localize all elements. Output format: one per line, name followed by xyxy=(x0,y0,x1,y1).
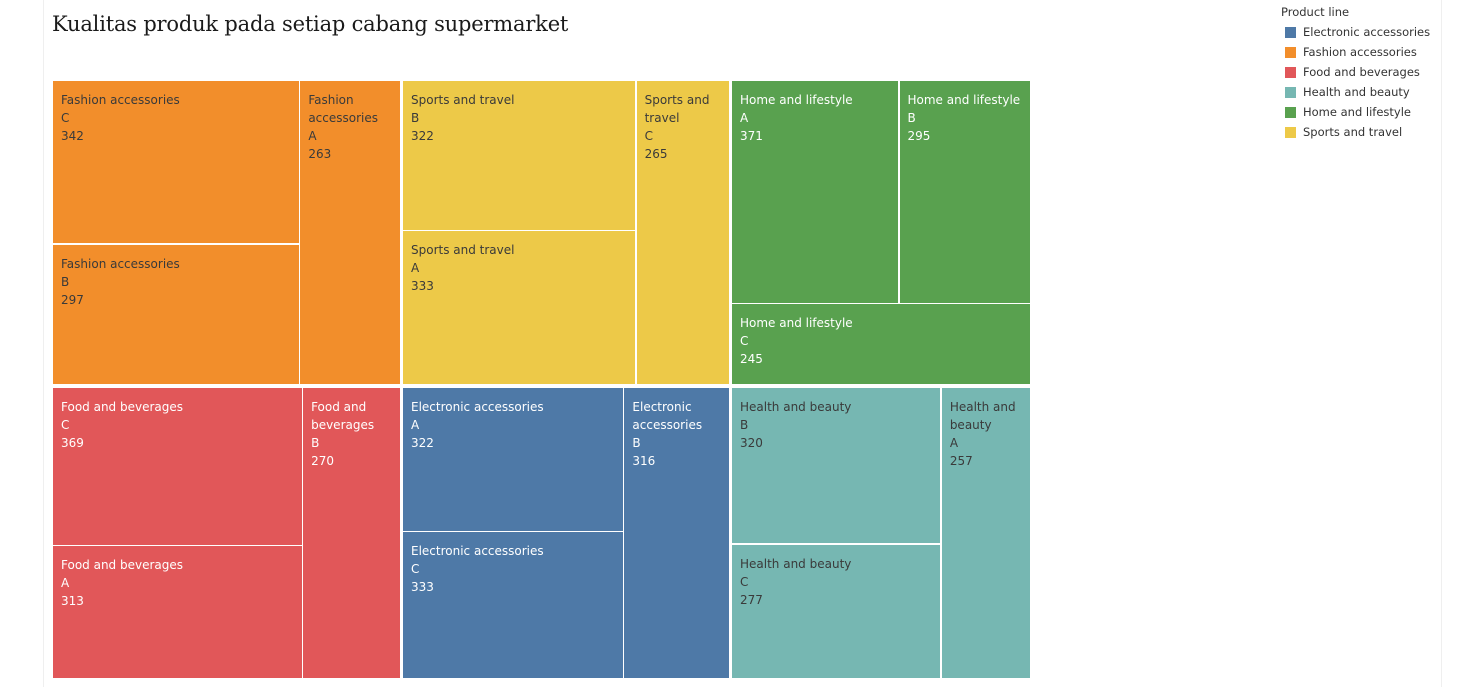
tile-value: 245 xyxy=(740,352,763,366)
legend-title: Product line xyxy=(1281,5,1350,19)
treemap-tile-sports-and-travel-b[interactable]: Sports and travel B 322 xyxy=(403,81,636,230)
tile-product-line: Health and beauty xyxy=(740,556,852,571)
tile-value: 265 xyxy=(644,147,668,161)
treemap-tile-food-and-beverages-a[interactable]: Food and beverages A 313 xyxy=(53,546,302,678)
tile-branch: B xyxy=(61,274,70,289)
legend-item-sports-and-travel[interactable]: Sports and travel xyxy=(1281,122,1430,142)
tile-branch: C xyxy=(740,574,749,589)
tile-product-line: Food and beverages xyxy=(61,558,184,573)
legend-item-electronic-accessories[interactable]: Electronic accessories xyxy=(1281,22,1430,42)
chart-title: Kualitas produk pada setiap cabang super… xyxy=(52,12,569,36)
tile-branch: A xyxy=(949,436,959,450)
tile-product-line: Food and beverages xyxy=(61,400,184,414)
tile-value: 333 xyxy=(411,580,434,595)
tile-product-line: Health and beauty xyxy=(949,400,1016,432)
tile-product-line: Food and beverages xyxy=(311,400,375,432)
tile-value: 277 xyxy=(740,592,763,607)
tile-product-line: Home and lifestyle xyxy=(740,93,853,107)
treemap-tile-fashion-accessories-a[interactable]: Fashion accessories A 263 xyxy=(300,81,400,384)
treemap-tile-health-and-beauty-a[interactable]: Health and beauty A 257 xyxy=(941,388,1030,678)
treemap-tile-food-and-beverages-b[interactable]: Food and beverages B 270 xyxy=(303,388,400,678)
tile-value: 371 xyxy=(740,129,763,143)
tile-value: 316 xyxy=(632,454,656,468)
legend-item-food-and-beverages[interactable]: Food and beverages xyxy=(1281,62,1430,82)
tile-branch: A xyxy=(308,129,317,143)
tile-product-line: Sports and travel xyxy=(644,93,710,125)
legend-swatch xyxy=(1285,26,1296,38)
legend-swatch xyxy=(1285,46,1296,58)
tile-product-line: Fashion accessories xyxy=(61,256,180,271)
treemap-tile-sports-and-travel-c[interactable]: Sports and travel C 265 xyxy=(636,81,729,384)
treemap-tile-home-and-lifestyle-b[interactable]: Home and lifestyle B 295 xyxy=(899,81,1030,303)
tile-product-line: Fashion accessories xyxy=(308,93,378,125)
tile-branch: C xyxy=(740,334,749,348)
legend-label: Health and beauty xyxy=(1303,85,1410,99)
tile-branch: A xyxy=(61,576,70,591)
tile-branch: B xyxy=(740,418,749,432)
tile-value: 342 xyxy=(61,129,84,143)
treemap-tile-home-and-lifestyle-a[interactable]: Home and lifestyle A 371 xyxy=(732,81,898,303)
legend-item-health-and-beauty[interactable]: Health and beauty xyxy=(1281,82,1430,102)
tile-product-line: Electronic accessories xyxy=(632,400,703,432)
tile-branch: B xyxy=(907,111,916,125)
tile-value: 313 xyxy=(61,594,84,609)
tile-value: 257 xyxy=(949,454,973,468)
legend-label: Food and beverages xyxy=(1303,65,1420,79)
tile-branch: C xyxy=(411,562,420,577)
tile-value: 369 xyxy=(61,436,84,450)
tile-branch: A xyxy=(411,261,420,276)
legend-label: Electronic accessories xyxy=(1303,25,1431,39)
legend-item-fashion-accessories[interactable]: Fashion accessories xyxy=(1281,42,1430,62)
legend-swatch xyxy=(1285,66,1296,78)
tile-branch: A xyxy=(740,111,749,125)
tile-branch: C xyxy=(61,418,70,432)
treemap-tile-electronic-accessories-c[interactable]: Electronic accessories C 333 xyxy=(403,532,623,678)
legend-label: Sports and travel xyxy=(1303,125,1403,139)
legend-swatch xyxy=(1285,106,1296,118)
tile-product-line: Electronic accessories xyxy=(411,544,544,559)
frame-line-left xyxy=(43,0,44,687)
legend-items: Electronic accessories Fashion accessorie… xyxy=(1281,22,1430,142)
tile-value: 322 xyxy=(411,129,434,143)
tile-product-line: Sports and travel xyxy=(411,93,515,107)
treemap-tile-sports-and-travel-a[interactable]: Sports and travel A 333 xyxy=(403,231,636,384)
tile-product-line: Electronic accessories xyxy=(411,400,544,414)
tile-product-line: Fashion accessories xyxy=(61,93,180,107)
treemap-tile-health-and-beauty-c[interactable]: Health and beauty C 277 xyxy=(732,544,941,678)
tile-value: 297 xyxy=(61,292,84,307)
tile-branch: B xyxy=(311,436,320,450)
treemap: Fashion accessories C 342 Fashion accessori… xyxy=(53,81,1030,678)
tile-branch: A xyxy=(411,418,420,432)
legend-item-home-and-lifestyle[interactable]: Home and lifestyle xyxy=(1281,102,1430,122)
tile-branch: B xyxy=(632,436,641,450)
legend-label: Fashion accessories xyxy=(1303,45,1417,59)
tile-value: 270 xyxy=(311,454,334,468)
legend-swatch xyxy=(1285,86,1296,98)
tile-product-line: Home and lifestyle xyxy=(907,93,1021,107)
treemap-tile-health-and-beauty-b[interactable]: Health and beauty B 320 xyxy=(732,388,941,544)
legend: Product line Electronic accessories Fashi… xyxy=(1281,5,1430,142)
frame-line-right xyxy=(1441,0,1442,687)
treemap-tile-electronic-accessories-b[interactable]: Electronic accessories B 316 xyxy=(624,388,729,678)
tile-value: 322 xyxy=(411,436,434,450)
tile-product-line: Health and beauty xyxy=(740,400,852,414)
tile-value: 263 xyxy=(308,147,332,161)
tile-value: 320 xyxy=(740,436,763,450)
tile-branch: C xyxy=(61,111,70,125)
legend-swatch xyxy=(1285,126,1296,138)
tile-value: 295 xyxy=(907,129,931,143)
tile-product-line: Home and lifestyle xyxy=(740,316,853,330)
tile-product-line: Sports and travel xyxy=(411,243,515,258)
treemap-tile-fashion-accessories-c[interactable]: Fashion accessories C 342 xyxy=(53,81,299,244)
treemap-tile-electronic-accessories-a[interactable]: Electronic accessories A 322 xyxy=(403,388,623,531)
tile-branch: B xyxy=(411,111,420,125)
treemap-tile-fashion-accessories-b[interactable]: Fashion accessories B 297 xyxy=(53,244,299,384)
treemap-tile-food-and-beverages-c[interactable]: Food and beverages C 369 xyxy=(53,388,302,545)
tile-branch: C xyxy=(644,129,653,143)
legend-label: Home and lifestyle xyxy=(1303,105,1411,119)
tile-value: 333 xyxy=(411,279,434,294)
treemap-tile-home-and-lifestyle-c[interactable]: Home and lifestyle C 245 xyxy=(732,304,1030,384)
